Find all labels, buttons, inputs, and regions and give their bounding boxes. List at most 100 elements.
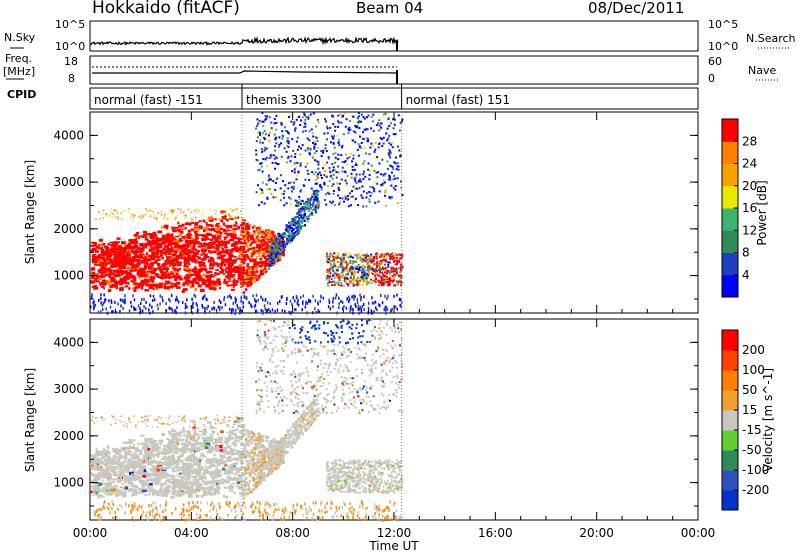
heat-cell: [239, 233, 244, 237]
heat-cell: [293, 235, 296, 238]
heat-cell: [160, 273, 165, 277]
heat-cell: [217, 273, 220, 276]
heat-cell: [261, 112, 264, 115]
heat-cell: [204, 492, 208, 495]
heat-cell: [325, 255, 328, 258]
heat-cell: [263, 256, 267, 260]
heat-cell: [338, 189, 341, 191]
heat-cell: [202, 273, 206, 277]
heat-cell: [301, 219, 304, 222]
heat-cell: [253, 276, 256, 279]
heat-cell: [182, 282, 186, 287]
heat-cell: [130, 241, 134, 244]
heat-cell: [399, 284, 402, 287]
heat-cell: [92, 494, 95, 496]
heat-cell: [380, 173, 383, 176]
heat-cell: [186, 261, 190, 264]
heat-cell: [215, 213, 217, 215]
heat-cell: [201, 237, 206, 242]
heat-cell: [97, 243, 101, 246]
heat-cell: [186, 459, 191, 462]
heat-cell: [190, 245, 196, 249]
heat-cell: [116, 451, 121, 454]
heat-cell: [356, 281, 359, 284]
heat-cell: [213, 442, 218, 445]
heat-cell: [386, 278, 389, 281]
heat-cell: [144, 258, 148, 261]
heat-cell: [191, 237, 195, 241]
heat-cell: [355, 163, 358, 166]
heat-cell: [285, 150, 288, 153]
xaxis-label: Time UT: [368, 539, 419, 553]
heat-cell: [375, 171, 378, 174]
heat-cell: [117, 272, 121, 277]
heat-cell: [183, 251, 186, 255]
heat-cell: [315, 191, 318, 194]
heat-cell: [326, 252, 328, 255]
heat-cell: [253, 271, 256, 274]
heat-cell: [217, 235, 222, 238]
heat-cell: [227, 265, 231, 269]
heat-cell: [208, 270, 213, 274]
heat-cell: [257, 204, 260, 207]
heat-cell: [299, 202, 302, 205]
heat-cell: [263, 136, 266, 139]
heat-cell: [264, 146, 267, 149]
heat-cell: [250, 254, 254, 258]
heat-cell: [337, 269, 339, 272]
heat-cell: [361, 271, 364, 274]
heat-cell: [238, 249, 243, 253]
heat-cell: [331, 136, 334, 139]
heat-cell: [219, 231, 222, 235]
freq-left-tick-top: 18: [64, 55, 78, 68]
heat-cell: [173, 251, 178, 255]
heat-cell: [129, 263, 134, 266]
heat-cell: [91, 267, 95, 271]
heat-cell: [359, 279, 362, 282]
heat-cell: [204, 237, 210, 241]
heat-cell: [371, 296, 373, 300]
heat-cell: [358, 268, 360, 271]
heat-cell: [124, 466, 130, 469]
heat-cell: [154, 273, 160, 276]
heat-cell: [198, 264, 202, 267]
heat-cell: [289, 241, 292, 244]
heat-cell: [283, 147, 286, 150]
heat-cell: [237, 267, 240, 271]
freq-right-tick-bottom: 0: [708, 72, 715, 85]
heat-cell: [298, 208, 301, 211]
heat-cell: [286, 237, 288, 240]
heat-cell: [181, 249, 186, 253]
heat-cell: [224, 268, 227, 271]
heat-cell: [368, 200, 371, 203]
heat-cell: [202, 267, 206, 271]
heat-cell: [172, 268, 177, 271]
heat-cell: [240, 286, 243, 288]
heat-cell: [105, 307, 107, 311]
heat-cell: [196, 225, 200, 228]
heat-cell: [144, 289, 150, 292]
heat-cell: [285, 229, 288, 232]
heat-cell: [273, 262, 276, 265]
heat-cell: [370, 278, 372, 281]
heat-cell: [251, 237, 255, 241]
heat-cell: [149, 463, 153, 466]
heat-cell: [259, 139, 262, 142]
heat-cell: [229, 226, 233, 229]
heat-cell: [349, 306, 352, 310]
heat-cell: [168, 306, 170, 310]
heat-cell: [191, 258, 195, 261]
heat-cell: [228, 280, 231, 283]
heat-cell: [291, 227, 293, 230]
heat-cell: [316, 160, 319, 163]
heat-cell: [266, 230, 270, 233]
heat-cell: [98, 298, 100, 302]
heat-cell: [98, 218, 101, 220]
heat-cell: [145, 233, 149, 236]
heat-cell: [154, 449, 160, 452]
heat-cell: [209, 492, 214, 496]
heat-cell: [181, 442, 186, 446]
heat-cell: [307, 172, 310, 175]
heat-cell: [161, 296, 163, 300]
heat-cell: [270, 249, 272, 252]
